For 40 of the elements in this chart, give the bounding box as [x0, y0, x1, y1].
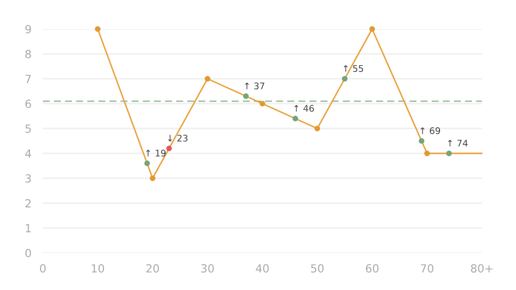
x-tick-label: 50	[311, 264, 324, 273]
point	[243, 93, 249, 99]
point	[94, 26, 100, 32]
y-tick-label: 4	[25, 150, 32, 158]
y-tick-label: 9	[25, 24, 31, 34]
y-tick-label: 3	[25, 174, 31, 183]
point	[424, 150, 430, 156]
y-tick-label: 8	[25, 50, 31, 58]
y-tick-label: 5	[26, 124, 31, 133]
x-tick-label: 0	[40, 264, 46, 273]
x-tick-label: 60	[366, 264, 378, 273]
x-tick-label: 30	[201, 264, 214, 273]
point	[204, 76, 210, 82]
x-tick-label: 10	[92, 264, 104, 273]
point	[144, 160, 150, 166]
y-tick-label: 0	[25, 248, 31, 258]
annotation: ↑ 55	[344, 65, 364, 72]
point	[292, 116, 298, 122]
point	[260, 100, 266, 106]
y-tick-label: 1	[26, 224, 31, 232]
y-tick-label: 7	[26, 74, 31, 83]
point	[166, 146, 172, 152]
point	[150, 175, 156, 182]
x-tick-label: 80+	[470, 264, 492, 273]
x-tick-label: 40	[256, 264, 269, 273]
point	[314, 126, 320, 132]
point	[342, 76, 348, 82]
y-tick-label: 2	[25, 199, 31, 208]
annotation: ↑ 69	[420, 127, 440, 134]
point	[446, 150, 452, 156]
point	[418, 138, 424, 144]
annotation: ↑ 46	[294, 104, 314, 112]
annotation: ↓ 23	[168, 134, 188, 142]
y-tick-label: 6	[25, 100, 32, 108]
x-tick-label: 20	[146, 264, 159, 273]
annotation: ↑ 37	[244, 82, 264, 90]
x-tick-label: 70	[420, 264, 434, 273]
annotation: ↑ 19	[146, 150, 166, 157]
point	[369, 26, 375, 32]
annotation: ↑ 74	[448, 140, 468, 146]
